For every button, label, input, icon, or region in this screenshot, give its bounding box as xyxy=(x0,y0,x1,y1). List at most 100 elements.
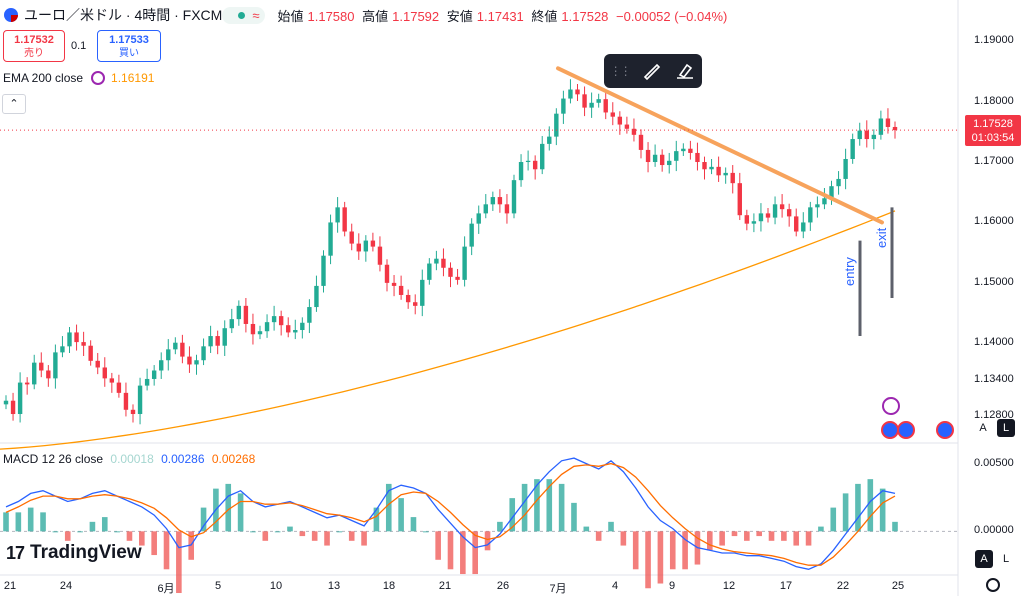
macd-histogram-bar xyxy=(669,531,676,570)
candle-body xyxy=(370,240,376,247)
candle-body xyxy=(201,346,206,361)
buy-button[interactable]: 1.17533 買い xyxy=(97,30,161,62)
candle-body xyxy=(434,258,439,264)
macd-histogram-bar xyxy=(805,531,812,546)
log-scale-button[interactable]: L xyxy=(997,550,1015,568)
sell-button[interactable]: 1.17532 売り xyxy=(3,30,65,62)
candle-body xyxy=(300,322,305,331)
candle-body xyxy=(173,342,178,350)
event-icon[interactable] xyxy=(936,421,954,439)
macd-histogram-bar xyxy=(101,517,108,532)
candle-body xyxy=(17,382,23,415)
candle-body xyxy=(46,370,51,379)
candle-body xyxy=(257,331,263,335)
macd-histogram-bar xyxy=(534,479,540,532)
highlighter-icon[interactable] xyxy=(674,60,696,82)
time-tick-label: 26 xyxy=(496,580,510,592)
trendline xyxy=(556,66,884,225)
time-tick-label: 9 xyxy=(668,580,676,592)
macd-histogram-bar xyxy=(620,531,627,546)
lightning-icon[interactable] xyxy=(882,397,900,415)
macd-histogram-bar xyxy=(373,507,380,532)
candle-body xyxy=(151,370,157,379)
sync-icon[interactable] xyxy=(91,71,106,85)
drag-handle-icon[interactable]: ⋮⋮ xyxy=(609,64,632,78)
exit-label: exit xyxy=(874,227,889,248)
macd-histogram-bar xyxy=(472,531,478,575)
macd-histogram-bar xyxy=(89,521,96,532)
macd-histogram-bar xyxy=(27,507,34,532)
candle-body xyxy=(236,305,242,320)
candle-body xyxy=(116,382,122,393)
macd-histogram-bar xyxy=(188,531,195,560)
candle-body xyxy=(575,89,580,95)
macd-histogram-bar xyxy=(176,531,182,594)
time-tick-label: 17 xyxy=(779,580,793,592)
ema-legend[interactable]: EMA 200 close 1.16191 xyxy=(3,71,154,85)
candle-body xyxy=(610,112,615,117)
ohlc-values: 始値 1.17580 高値 1.17592 安値 1.17431 終値 1.17528 … xyxy=(277,8,728,24)
candle-body xyxy=(144,378,150,386)
macd-histogram-bar xyxy=(879,488,886,532)
candle-body xyxy=(60,346,65,353)
market-open-dot-icon xyxy=(238,11,246,19)
candle-body xyxy=(356,243,361,252)
bar-countdown: 01:03:54 xyxy=(971,132,1015,144)
log-scale-button[interactable]: L xyxy=(997,419,1015,437)
candle-body xyxy=(342,207,347,232)
auto-scale-button[interactable]: A xyxy=(975,550,993,568)
market-status[interactable]: ≈ xyxy=(222,6,266,24)
macd-histogram-bar xyxy=(435,531,441,560)
candle-body xyxy=(349,231,354,244)
candle-body xyxy=(511,180,517,214)
macd-histogram-bar xyxy=(385,483,392,532)
ema-200-line xyxy=(0,210,896,450)
candle-body xyxy=(617,116,623,125)
candle-body xyxy=(476,213,481,224)
macd-histogram-bar xyxy=(682,531,688,570)
macd-histogram-bar xyxy=(15,512,22,532)
candle-body xyxy=(518,162,524,181)
candle-body xyxy=(695,152,700,163)
macd-legend[interactable]: MACD 12 26 close 0.00018 0.00286 0.00268 xyxy=(3,452,255,466)
brush-icon[interactable] xyxy=(641,60,663,82)
macd-histogram-bar xyxy=(410,517,417,532)
price-tick-label: 1.19000 xyxy=(974,34,1014,47)
symbol-title[interactable]: ユーロ／米ドル · 4時間 · FXCM xyxy=(24,7,223,23)
macd-histogram-bar xyxy=(583,526,590,532)
macd-histogram-bar xyxy=(163,531,170,570)
auto-scale-button[interactable]: A xyxy=(974,419,992,437)
time-tick-label: 7月 xyxy=(549,583,567,595)
candle-body xyxy=(109,378,115,383)
macd-histogram-bar xyxy=(398,498,404,532)
candle-body xyxy=(822,198,827,205)
candle-body xyxy=(892,126,898,131)
settings-icon[interactable] xyxy=(986,578,1000,592)
sell-price: 1.17532 xyxy=(14,34,54,46)
candle-body xyxy=(659,154,665,166)
time-tick-label: 24 xyxy=(59,580,73,592)
ema-value: 1.16191 xyxy=(111,71,155,85)
candle-body xyxy=(815,204,820,208)
candle-body xyxy=(81,342,86,346)
macd-histogram-bar xyxy=(509,498,516,532)
drawing-toolbar: ⋮⋮ xyxy=(604,54,702,88)
time-tick-label: 21 xyxy=(3,580,17,592)
macd-histogram-bar xyxy=(855,483,861,532)
candle-body xyxy=(53,352,58,379)
candle-body xyxy=(166,349,171,361)
candle-body xyxy=(786,209,792,217)
candle-body xyxy=(278,316,284,326)
macd-histogram-bar xyxy=(632,531,639,570)
candle-body xyxy=(67,332,72,347)
event-icon[interactable] xyxy=(897,421,915,439)
quantity-value[interactable]: 0.1 xyxy=(71,40,87,52)
time-tick-label: 12 xyxy=(722,580,736,592)
time-tick-label: 25 xyxy=(891,580,905,592)
candle-body xyxy=(744,215,750,224)
candle-body xyxy=(716,166,721,176)
candle-body xyxy=(483,204,488,214)
macd-histogram-bar xyxy=(423,531,429,533)
collapse-legend-button[interactable]: ⌃ xyxy=(2,94,26,114)
